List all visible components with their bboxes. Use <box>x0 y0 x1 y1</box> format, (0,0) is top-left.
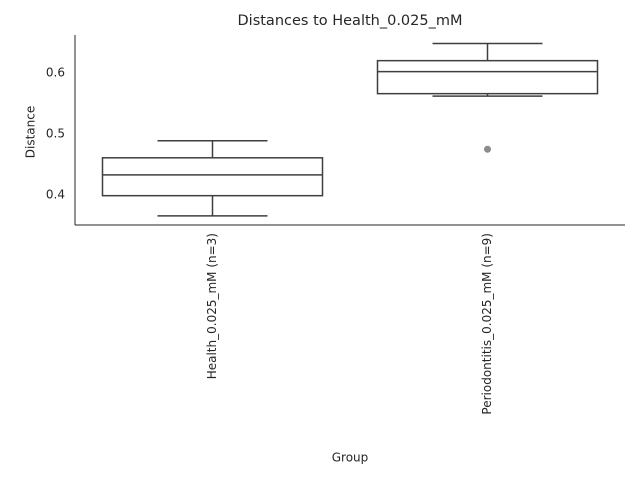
y-axis-label: Distance <box>24 106 38 158</box>
chart-title: Distances to Health_0.025_mM <box>238 13 463 29</box>
outlier <box>484 145 491 153</box>
y-tick-label: 0.4 <box>46 188 65 202</box>
box <box>101 157 324 197</box>
x-tick-label: Health_0.025_mM (n=3) <box>205 233 219 379</box>
y-tick-label: 0.6 <box>46 65 65 79</box>
x-axis-label: Group <box>332 451 369 465</box>
box <box>376 59 599 95</box>
x-tick-label: Periodontitis_0.025_mM (n=9) <box>480 233 494 415</box>
y-tick-label: 0.5 <box>46 126 65 140</box>
